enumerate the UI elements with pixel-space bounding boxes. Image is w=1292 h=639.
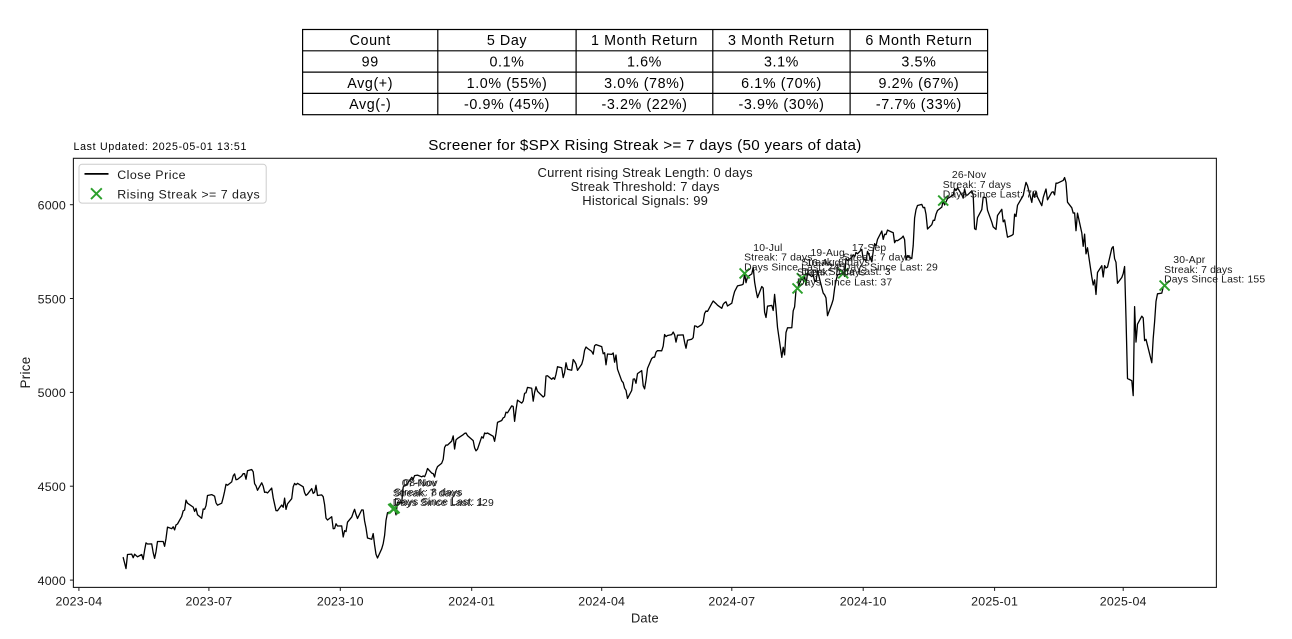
svg-text:Days Since Last: 3: Days Since Last: 3 — [801, 267, 890, 278]
svg-text:2025-04: 2025-04 — [1100, 594, 1147, 608]
svg-text:Close Price: Close Price — [117, 168, 186, 182]
svg-text:2023-10: 2023-10 — [317, 594, 364, 608]
svg-text:9.2% (67%): 9.2% (67%) — [879, 76, 960, 92]
svg-text:-3.9% (30%): -3.9% (30%) — [738, 97, 824, 113]
svg-text:3.5%: 3.5% — [901, 54, 936, 70]
svg-text:5500: 5500 — [38, 292, 66, 306]
svg-text:2024-07: 2024-07 — [708, 594, 755, 608]
svg-text:Streak: 7 days: Streak: 7 days — [797, 268, 866, 279]
svg-text:2024-10: 2024-10 — [840, 594, 887, 608]
svg-text:19-Aug: 19-Aug — [811, 248, 845, 259]
svg-text:Days Since Last: 70: Days Since Last: 70 — [943, 190, 1038, 201]
svg-text:2023-07: 2023-07 — [185, 594, 232, 608]
svg-text:3.0% (78%): 3.0% (78%) — [604, 76, 685, 92]
svg-text:Streak: 7 days: Streak: 7 days — [843, 253, 912, 264]
svg-text:-0.9% (45%): -0.9% (45%) — [464, 97, 550, 113]
svg-text:08-Nov: 08-Nov — [403, 478, 438, 489]
svg-text:5 Day: 5 Day — [487, 33, 528, 49]
svg-text:0.1%: 0.1% — [490, 54, 525, 70]
svg-text:4500: 4500 — [38, 480, 66, 494]
svg-text:5000: 5000 — [38, 386, 66, 400]
svg-text:Days Since Last: 37: Days Since Last: 37 — [797, 277, 892, 288]
svg-text:Streak: 8 days: Streak: 8 days — [394, 488, 463, 499]
svg-text:Days Since Last: 155: Days Since Last: 155 — [1164, 275, 1265, 286]
svg-text:Rising Streak >= 7 days: Rising Streak >= 7 days — [117, 187, 260, 201]
svg-text:1.6%: 1.6% — [627, 54, 662, 70]
svg-text:Streak: 7 days: Streak: 7 days — [393, 488, 462, 499]
svg-text:26-Nov: 26-Nov — [952, 170, 987, 181]
svg-text:Streak: 7 days: Streak: 7 days — [943, 180, 1012, 191]
svg-text:3.1%: 3.1% — [764, 54, 799, 70]
svg-text:30-Apr: 30-Apr — [1173, 255, 1205, 266]
svg-text:Streak: 7 days: Streak: 7 days — [1164, 265, 1233, 276]
svg-text:1.0% (55%): 1.0% (55%) — [467, 76, 548, 92]
svg-text:3 Month Return: 3 Month Return — [728, 33, 835, 49]
svg-text:Last Updated: 2025-05-01 13:51: Last Updated: 2025-05-01 13:51 — [74, 141, 248, 153]
svg-text:-7.7% (33%): -7.7% (33%) — [876, 97, 962, 113]
svg-text:10-Jul: 10-Jul — [753, 243, 782, 254]
svg-text:17-Sep: 17-Sep — [852, 243, 886, 254]
svg-text:Current rising Streak Length:: Current rising Streak Length: 0 days — [538, 165, 754, 180]
svg-text:16-Aug: 16-Aug — [806, 258, 840, 269]
svg-text:Date: Date — [631, 611, 659, 626]
svg-text:4000: 4000 — [38, 574, 66, 588]
svg-text:Days Since Last: 245: Days Since Last: 245 — [744, 262, 845, 273]
svg-text:Streak: 7 days: Streak: 7 days — [744, 253, 813, 264]
svg-text:1 Month Return: 1 Month Return — [591, 33, 698, 49]
svg-text:99: 99 — [362, 54, 379, 70]
svg-text:2024-04: 2024-04 — [578, 594, 625, 608]
svg-text:Days Since Last: 29: Days Since Last: 29 — [843, 262, 938, 273]
svg-text:2024-01: 2024-01 — [448, 594, 495, 608]
svg-text:6000: 6000 — [38, 199, 66, 213]
svg-text:Screener for $SPX Rising Strea: Screener for $SPX Rising Streak >= 7 day… — [428, 137, 861, 154]
svg-text:2023-04: 2023-04 — [55, 594, 102, 608]
svg-text:6.1% (70%): 6.1% (70%) — [741, 76, 822, 92]
svg-text:Count: Count — [350, 33, 391, 49]
svg-text:Streak: 8 days: Streak: 8 days — [801, 258, 870, 269]
svg-text:07-Nov: 07-Nov — [402, 479, 437, 490]
svg-text:Avg(-): Avg(-) — [349, 97, 391, 113]
svg-text:Days Since Last: 129: Days Since Last: 129 — [393, 498, 494, 509]
svg-text:Streak Threshold: 7 days: Streak Threshold: 7 days — [571, 179, 720, 194]
svg-text:2025-01: 2025-01 — [971, 594, 1018, 608]
svg-text:6 Month Return: 6 Month Return — [865, 33, 972, 49]
svg-text:Days Since Last: 1: Days Since Last: 1 — [394, 497, 483, 508]
svg-text:Historical Signals: 99: Historical Signals: 99 — [582, 193, 708, 208]
svg-text:Price: Price — [18, 356, 33, 388]
svg-text:Avg(+): Avg(+) — [347, 76, 393, 92]
svg-text:-3.2% (22%): -3.2% (22%) — [601, 97, 687, 113]
